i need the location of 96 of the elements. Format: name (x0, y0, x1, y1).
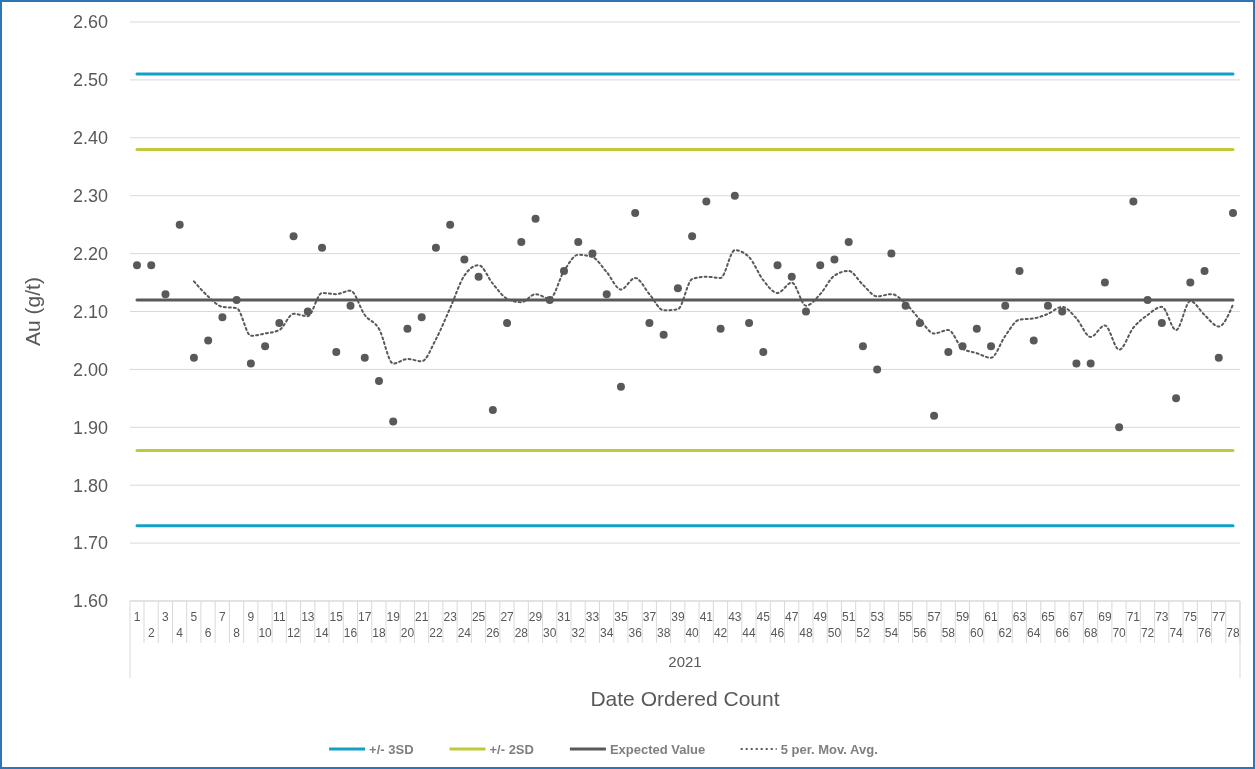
y-tick-label: 2.50 (72, 70, 108, 91)
x-tick-label: 57 (927, 610, 942, 624)
x-tick-label: 32 (571, 626, 586, 640)
x-tick-label: 76 (1197, 626, 1212, 640)
x-tick-label: 60 (970, 626, 984, 640)
x-tick-label: 15 (329, 610, 344, 624)
x-tick-label: 45 (756, 610, 771, 624)
x-tick-label: 22 (429, 626, 443, 640)
legend-label: 5 per. Mov. Avg. (780, 741, 878, 757)
x-tick-label: 66 (1055, 626, 1070, 640)
x-tick-label: 27 (500, 610, 515, 624)
x-tick-label: 53 (870, 610, 885, 624)
x-tick-label: 5 (190, 610, 198, 624)
x-axis-title: Date Ordered Count (590, 687, 780, 710)
x-tick-label: 12 (286, 626, 301, 640)
x-tick-label: 36 (628, 626, 643, 640)
x-tick-label: 1 (133, 610, 141, 624)
y-tick-label: 1.70 (72, 533, 108, 554)
x-tick-label: 34 (600, 626, 614, 640)
x-tick-label: 8 (233, 626, 241, 640)
x-tick-label: 6 (204, 626, 212, 640)
x-tick-label: 16 (343, 626, 358, 640)
text: 2021 (668, 653, 702, 670)
x-tick-label: 20 (400, 626, 415, 640)
x-tick-label: 47 (785, 610, 799, 624)
x-tick-label: 73 (1155, 610, 1169, 624)
x-tick-label: 17 (358, 610, 372, 624)
x-tick-label: 61 (984, 610, 999, 624)
x-tick-label: 13 (301, 610, 315, 624)
y-tick-label: 1.80 (72, 475, 108, 496)
x-tick-label: 63 (1012, 610, 1027, 624)
y-tick-label: 2.60 (72, 12, 108, 33)
x-tick-label: 7 (219, 610, 227, 624)
legend-label: +/- 2SD (489, 741, 534, 757)
x-tick-label: 48 (799, 626, 813, 640)
x-tick-label: 26 (486, 626, 500, 640)
x-tick-label: 33 (585, 610, 600, 624)
x-tick-label: 75 (1183, 610, 1198, 624)
y-tick-label: 1.90 (72, 417, 108, 438)
x-tick-label: 35 (614, 610, 628, 624)
x-tick-label: 58 (941, 626, 956, 640)
x-tick-label: 18 (372, 626, 386, 640)
x-tick-label: 78 (1226, 626, 1240, 640)
x-tick-label: 77 (1212, 610, 1226, 624)
x-tick-label: 40 (685, 626, 700, 640)
x-tick-label: 69 (1098, 610, 1112, 624)
x-tick-label: 46 (770, 626, 785, 640)
x-tick-label: 56 (913, 626, 927, 640)
x-tick-label: 67 (1069, 610, 1084, 624)
y-tick-label: 2.30 (72, 186, 108, 206)
y-tick-label: 2.40 (72, 128, 108, 149)
y-tick-label: 2.00 (72, 359, 108, 380)
x-tick-label: 3 (162, 610, 170, 624)
y-tick-label: 2.10 (72, 301, 108, 322)
x-tick-label: 24 (457, 626, 472, 640)
x-tick-label: 41 (699, 610, 714, 624)
x-tick-label: 14 (315, 626, 330, 640)
x-tick-label: 65 (1041, 610, 1055, 624)
x-tick-label: 11 (273, 610, 286, 624)
x-tick-label: 23 (443, 610, 458, 624)
legend-label: +/- 3SD (369, 741, 414, 757)
x-tick-label: 29 (528, 610, 543, 624)
y-tick-label: 1.60 (72, 591, 108, 612)
x-tick-label: 64 (1027, 626, 1041, 640)
x-tick-label: 19 (386, 610, 401, 624)
x-tick-label: 21 (415, 610, 429, 624)
x-tick-label: 68 (1083, 626, 1098, 640)
x-tick-label: 42 (713, 626, 728, 640)
x-tick-label: 10 (258, 626, 273, 640)
y-tick-label: 2.20 (72, 243, 108, 264)
x-tick-label: 70 (1112, 626, 1127, 640)
x-tick-label: 55 (898, 610, 913, 624)
x-tick-label: 43 (728, 610, 742, 624)
x-tick-label: 30 (543, 626, 557, 640)
x-tick-label: 25 (471, 610, 486, 624)
x-tick-label: 50 (827, 626, 842, 640)
x-tick-label: 9 (247, 610, 255, 624)
x-tick-label: 71 (1126, 610, 1141, 624)
x-tick-label: 28 (514, 626, 529, 640)
x-tick-label: 59 (955, 610, 970, 624)
x-tick-label: 37 (642, 610, 657, 624)
x-tick-label: 74 (1169, 626, 1184, 640)
x-tick-label: 62 (998, 626, 1013, 640)
x-tick-label: 31 (557, 610, 572, 624)
x-tick-label: 38 (656, 626, 671, 640)
y-axis-title: Au (g/t) (21, 277, 44, 346)
x-tick-label: 52 (856, 626, 870, 640)
x-tick-label: 51 (842, 610, 856, 624)
x-tick-label: 39 (671, 610, 685, 624)
x-tick-label: 2 (147, 626, 155, 640)
legend-label: Expected Value (609, 741, 706, 757)
x-tick-label: 49 (813, 610, 828, 624)
x-tick-label: 4 (176, 626, 184, 640)
x-tick-label: 72 (1140, 626, 1155, 640)
x-tick-label: 44 (742, 626, 757, 640)
x-tick-label: 54 (884, 626, 899, 640)
